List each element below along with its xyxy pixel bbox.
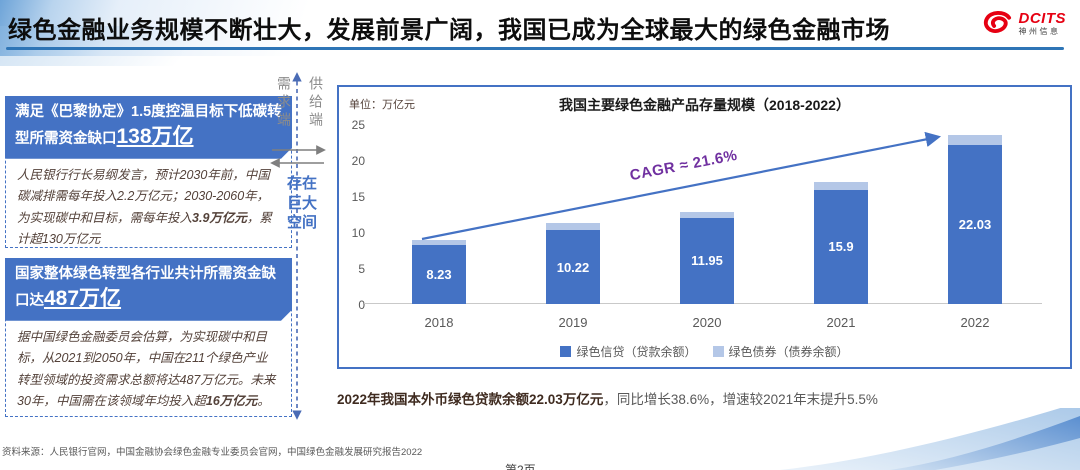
bar-value-label-2018: 8.23: [426, 266, 452, 282]
chart-note-bold: 2022年我国本外币绿色贷款余额22.03万亿元: [337, 392, 604, 407]
panel-body-bold: 3.9万亿元: [192, 210, 247, 225]
legend-swatch-icon: [712, 346, 724, 357]
y-axis-tick-10: 10: [351, 226, 365, 240]
chart-unit-label: 单位：万亿元: [349, 99, 415, 111]
slide-title: 绿色金融业务规模不断壮大，发展前景广阔，我国已成为全球最大的绿色金融市场: [8, 17, 890, 44]
bar-value-label-2021: 15.9: [828, 239, 854, 255]
panel-body: 据中国绿色金融委员会估算，为实现碳中和目标，从2021到2050年，中国在211…: [6, 321, 291, 419]
panel-heading-text: 国家整体绿色转型各行业共计所需资金缺口达: [15, 266, 276, 310]
panel-body-bold: 16万亿元: [205, 394, 258, 409]
y-axis: 0 5 10 15 20 25: [339, 118, 365, 312]
panel-heading-text: 满足《巴黎协定》1.5度控温目标下低碳转型所需资金缺口: [15, 104, 282, 148]
x-axis-label-2018: 2018: [424, 315, 454, 330]
bar-value-label-2020: 11.95: [691, 253, 723, 269]
y-axis-tick-0: 0: [358, 298, 365, 312]
chart-title: 我国主要绿色金融产品存量规模（2018-2022）: [559, 97, 850, 113]
bar-value-label-2022: 22.03: [958, 217, 992, 233]
dcits-logo: DCITS 神州信息: [981, 9, 1067, 38]
legend-label: 绿色信贷（贷款余额）: [576, 345, 697, 359]
bar-2020-loans: 11.95: [680, 217, 734, 304]
panel-body-text-2: ，累计超130万亿元: [17, 210, 272, 247]
bar-value-label-2019: 10.22: [556, 259, 590, 275]
plot-area: 8.23 2018 10.22 2019 11.95 2020 15.9 2021 22.03 2…: [364, 124, 1042, 330]
bar-2018-loans: 8.23: [412, 244, 466, 304]
panel-highlight-value: 138万亿: [116, 125, 194, 149]
bar-2019-loans: 10.22: [546, 230, 600, 304]
title-divider: [6, 47, 1064, 50]
bar-2019-bonds: [546, 223, 600, 231]
funding-gap-panel-national: 国家整体绿色转型各行业共计所需资金缺口达487万亿 据中国绿色金融委员会估算，为…: [5, 258, 292, 417]
funding-gap-panel-paris: 满足《巴黎协定》1.5度控温目标下低碳转型所需资金缺口138万亿 人民银行行长易…: [5, 96, 292, 248]
demand-side-label: 需求端: [276, 76, 292, 130]
supply-side-label: 供给端: [308, 76, 324, 130]
chart-legend: 绿色信贷（贷款余额） 绿色债券（债券余额）: [339, 343, 1070, 360]
panel-highlight-value: 487万亿: [44, 287, 122, 311]
panel-body: 人民银行行长易纲发言，预计2030年前，中国碳减排需每年投入2.2万亿元；203…: [6, 159, 291, 257]
x-axis-label-2019: 2019: [558, 315, 588, 330]
x-axis-label-2020: 2020: [692, 315, 722, 330]
source-note: 资料来源：人民银行官网，中国金融协会绿色金融专业委员会官网，中国绿色金融发展研究…: [2, 447, 423, 458]
bar-2021-loans: 15.9: [814, 189, 868, 304]
y-axis-tick-5: 5: [358, 262, 365, 276]
bar-2022-bonds: [948, 134, 1002, 146]
legend-item-0: 绿色信贷（贷款余额）: [560, 343, 697, 360]
y-axis-tick-20: 20: [351, 154, 365, 168]
panel-body-text-2: 。: [257, 394, 270, 409]
bar-2018-bonds: [412, 240, 466, 245]
bar-2022-loans: 22.03: [948, 145, 1002, 304]
legend-swatch-icon: [560, 346, 572, 357]
y-axis-tick-25: 25: [351, 118, 365, 132]
legend-label: 绿色债券（债券余额）: [728, 345, 849, 359]
chart-note-rest: ，同比增长38.6%，增速较2021年末提升5.5%: [603, 392, 878, 407]
chart-note: 2022年我国本外币绿色贷款余额22.03万亿元，同比增长38.6%，增速较20…: [337, 388, 878, 408]
logo-name: DCITS: [1018, 10, 1066, 27]
logo-swirl-icon: [983, 10, 1011, 34]
x-axis-label-2021: 2021: [826, 315, 856, 330]
corner-wave-decoration: [780, 408, 1080, 470]
chart-panel: 我国主要绿色金融产品存量规模（2018-2022） 单位：万亿元 0 5 10 15 2…: [337, 85, 1072, 369]
panel-heading: 满足《巴黎协定》1.5度控温目标下低碳转型所需资金缺口138万亿: [5, 96, 292, 159]
legend-item-1: 绿色债券（债券余额）: [712, 343, 849, 360]
panel-body-text: 据中国绿色金融委员会估算，为实现碳中和目标，从2021到2050年，中国在211…: [17, 329, 276, 409]
logo-subtitle: 神州信息: [1018, 27, 1061, 36]
bar-2021-bonds: [814, 181, 868, 190]
panel-body-text: 人民银行行长易纲发言，预计2030年前，中国碳减排需每年投入2.2万亿元；203…: [17, 167, 270, 225]
logo-texts: DCITS 神州信息: [1019, 11, 1067, 36]
bar-2020-bonds: [680, 212, 734, 218]
page-number: 第2页: [505, 463, 536, 470]
y-axis-tick-15: 15: [351, 190, 365, 204]
gap-label: 存在巨大空间: [286, 175, 317, 231]
panel-heading: 国家整体绿色转型各行业共计所需资金缺口达487万亿: [5, 258, 292, 321]
x-axis-label-2022: 2022: [960, 315, 990, 330]
